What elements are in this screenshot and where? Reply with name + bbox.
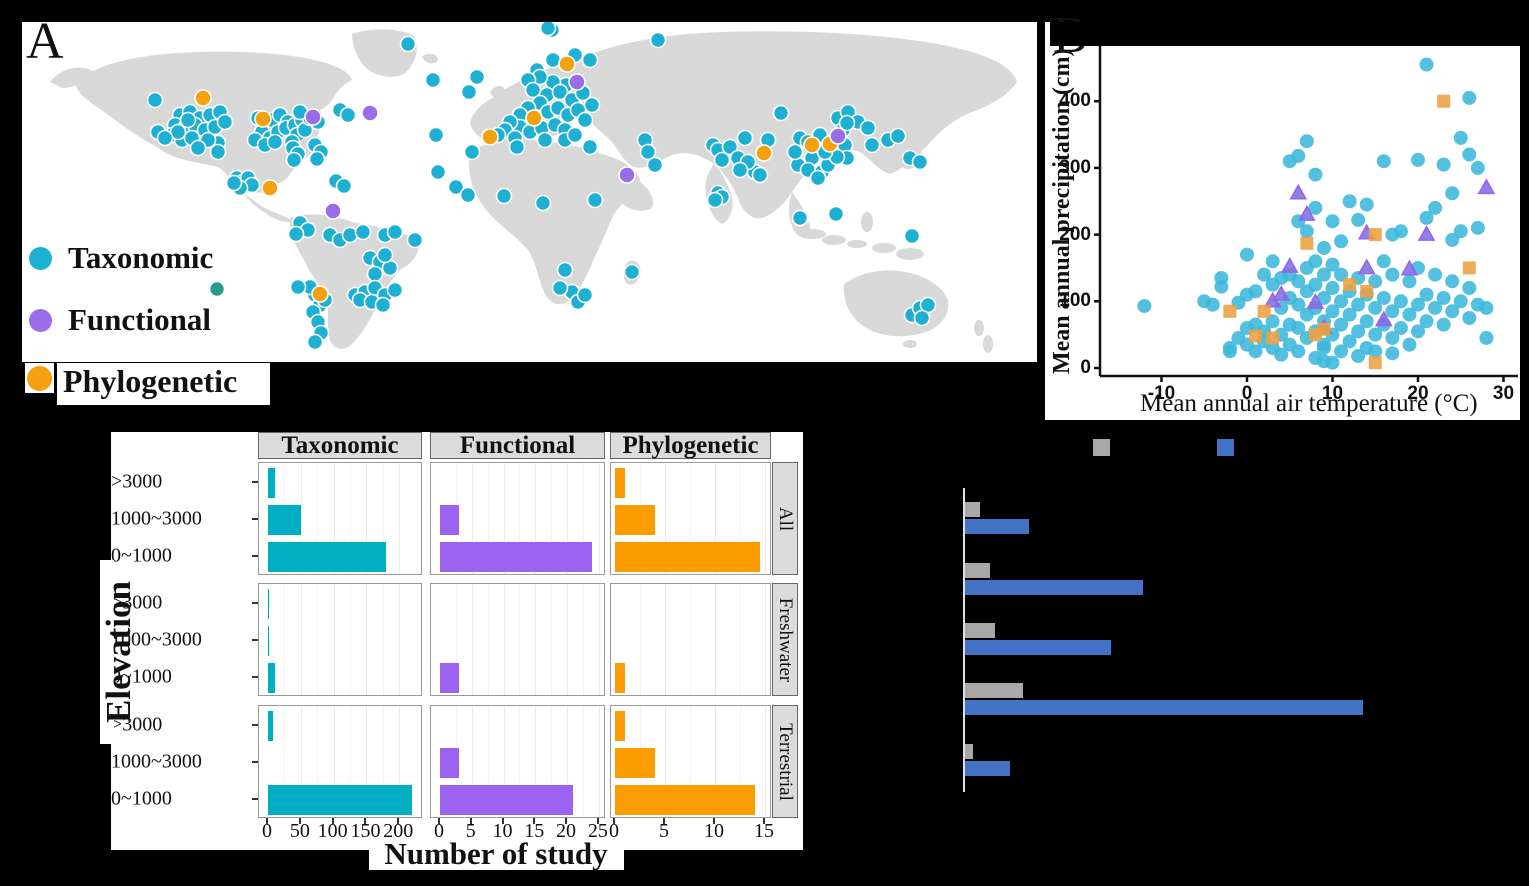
legend-swatch-blue [1217, 439, 1234, 456]
facet-taxonomic-freshwater [258, 583, 422, 696]
bar-chart-axis-line [963, 488, 965, 792]
legend-label-taxonomic: Taxonomic [68, 240, 214, 275]
facet-functional-terrestrial [430, 705, 605, 818]
bar [268, 505, 301, 535]
scatter-x-axis-title: Mean annual air temperature (°C) [1140, 390, 1478, 417]
elevation-label-backplate [100, 560, 114, 744]
phylogenetic-dot-icon [27, 366, 52, 391]
facet-functional-all [430, 462, 605, 575]
legend-label-phylogenetic: Phylogenetic [63, 363, 238, 399]
facet-header-phylogenetic: Phylogenetic [610, 432, 771, 459]
bar [615, 711, 625, 741]
bar [615, 748, 655, 778]
scatter-plot [1094, 30, 1518, 382]
facet-phylogenetic-all [610, 462, 771, 575]
bar [268, 542, 387, 572]
legend-swatch-gray [1093, 439, 1110, 456]
facet-rowstrip-terrestrial: Terrestrial [772, 705, 798, 818]
functional-dot-icon [29, 308, 52, 332]
bar [440, 748, 460, 778]
phylogenetic-label-backplate [57, 363, 270, 405]
bar-blue [965, 700, 1363, 715]
facet-taxonomic-all [258, 462, 422, 575]
bar [440, 663, 460, 693]
bar [615, 663, 625, 693]
bar-blue [965, 519, 1029, 534]
x-axis-title-number-of-study: Number of study [384, 836, 608, 871]
bar-gray [965, 502, 980, 517]
bar [268, 785, 413, 815]
bar [268, 468, 275, 498]
bar-gray [965, 744, 973, 759]
bar [440, 505, 460, 535]
study-location-dots [146, 22, 937, 351]
bar [615, 785, 755, 815]
panel-c-facet-chart: Taxonomic Functional Phylogenetic All Fr… [111, 432, 803, 850]
bar-blue [965, 761, 1010, 776]
facet-functional-freshwater [430, 583, 605, 696]
legend-item-functional: Functional [29, 302, 211, 338]
bar [615, 542, 760, 572]
facet-rowstrip-freshwater: Freshwater [772, 583, 798, 696]
facet-taxonomic-terrestrial [258, 705, 422, 818]
facet-rowstrip-all: All [772, 462, 798, 575]
world-map [50, 22, 1017, 353]
bar [615, 505, 655, 535]
facet-phylogenetic-freshwater [610, 583, 771, 696]
bar [268, 626, 270, 656]
facet-phylogenetic-terrestrial [610, 705, 771, 818]
bar-blue [965, 580, 1143, 595]
facet-header-functional: Functional [430, 432, 605, 459]
bar [440, 785, 574, 815]
bar [268, 589, 270, 619]
bar [615, 468, 625, 498]
scatter-y-axis-title: Mean annual precipitation (cm) [1049, 48, 1075, 374]
bar [268, 711, 274, 741]
bar [268, 663, 275, 693]
bar-blue [965, 640, 1111, 655]
facet-header-taxonomic: Taxonomic [258, 432, 422, 459]
panel-a-map: A Taxonomic Functional [22, 16, 1037, 362]
bar-gray [965, 623, 995, 638]
legend-item-taxonomic: Taxonomic [29, 240, 213, 276]
number-of-study-backplate [369, 850, 624, 870]
bar [440, 542, 593, 572]
black-overlay-bar [1050, 22, 1520, 46]
bar-gray [965, 683, 1023, 698]
legend-label-functional: Functional [68, 302, 211, 337]
taxonomic-dot-icon [29, 246, 52, 270]
y-axis-title-elevation: Elevation [99, 581, 139, 723]
bar-gray [965, 563, 990, 578]
panel-a-label: A [26, 13, 64, 70]
